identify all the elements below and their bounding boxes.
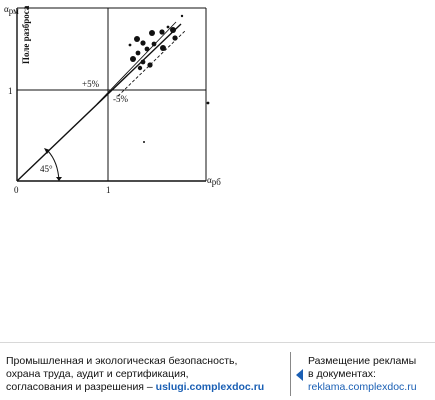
point: [140, 40, 146, 46]
x-axis-label: αрб: [207, 175, 221, 187]
point: [206, 101, 210, 105]
point: [135, 50, 141, 56]
x-tick-label: 1: [106, 185, 111, 195]
point: [159, 29, 165, 35]
point: [134, 36, 140, 42]
origin-label: 0: [14, 185, 19, 195]
footer-ad-right: Размещение рекламы в документах: reklama…: [308, 355, 435, 394]
point: [149, 30, 155, 36]
y-axis-label: αрм: [4, 4, 19, 16]
footer-line-3: согласования и разрешения – uslugi.compl…: [6, 381, 284, 394]
y-tick-label: 1: [8, 86, 13, 96]
point: [137, 65, 143, 71]
point: [160, 45, 166, 51]
point: [143, 141, 145, 143]
point: [180, 14, 184, 18]
angle-arrow-top: [44, 148, 50, 154]
uslugi-link[interactable]: uslugi.complexdoc.ru: [155, 381, 265, 393]
plus-5-label: +5%: [82, 79, 100, 89]
arrow-left-icon: [296, 369, 303, 381]
point: [172, 35, 178, 41]
footer-line-2: охрана труда, аудит и сертификация,: [6, 368, 189, 380]
ad-title-line-1: Размещение рекламы: [308, 355, 417, 367]
reklama-link[interactable]: reklama.complexdoc.ru: [308, 381, 417, 393]
footer-separator: [290, 352, 291, 396]
field-label: Поле разброса: [21, 5, 31, 64]
minus-5-line: [117, 29, 187, 97]
point: [166, 25, 170, 29]
plus-5-line: [96, 21, 177, 105]
point: [128, 43, 132, 47]
footer-line-1: Промышленная и экологическая безопасност…: [6, 355, 238, 367]
minus-5-label: -5%: [113, 94, 128, 104]
point: [147, 62, 153, 68]
point: [130, 56, 136, 62]
ad-title-line-2: в документах:: [308, 368, 376, 380]
footer-line-3-text: согласования и разрешения –: [6, 381, 156, 393]
point: [144, 46, 150, 52]
angle-label: 45°: [40, 164, 53, 174]
angle-arrow-bottom: [56, 177, 62, 181]
correlation-diagram: αрм Поле разброса 1 0 1 αрб +5% -5% 45°: [4, 4, 221, 195]
scatter-points: [128, 14, 210, 143]
point: [151, 41, 157, 47]
point: [140, 59, 146, 65]
point: [170, 27, 176, 33]
footer-divider: [0, 342, 435, 343]
footer-ad-left: Промышленная и экологическая безопасност…: [6, 355, 284, 394]
